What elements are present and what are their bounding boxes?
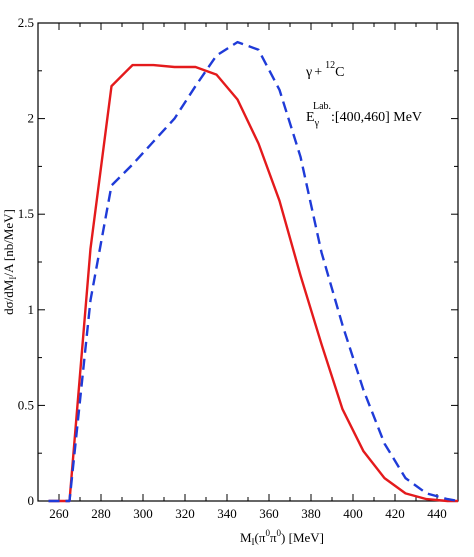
energy-e: E xyxy=(306,110,315,125)
y-tick-label: 1.5 xyxy=(18,206,34,221)
reaction-gamma: γ xyxy=(305,65,312,80)
axis-ticks xyxy=(37,22,459,502)
energy-sup: Lab. xyxy=(313,101,331,112)
energy-range: :[400,460] MeV xyxy=(331,110,422,125)
reaction-mass: 12 xyxy=(325,60,335,71)
reaction-annotation: γ +12C xyxy=(305,60,344,80)
x-tick-label: 320 xyxy=(175,506,195,521)
x-tick-label: 360 xyxy=(259,506,279,521)
y-tick-label: 0 xyxy=(28,493,35,508)
x-tick-label: 280 xyxy=(91,506,111,521)
y-tick-label: 2 xyxy=(28,111,35,126)
energy-sub: γ xyxy=(314,118,320,129)
x-axis-title-open: (π xyxy=(255,530,266,545)
x-tick-label: 440 xyxy=(427,506,447,521)
y-axis-title-main: dσ/dM xyxy=(1,279,16,315)
y-axis-title: dσ/dMI/A [nb/MeV] xyxy=(1,209,18,315)
y-axis-title-sub: I xyxy=(8,277,18,280)
x-tick-label: 260 xyxy=(49,506,69,521)
y-tick-label: 1 xyxy=(28,302,35,317)
x-tick-label: 300 xyxy=(133,506,153,521)
energy-annotation: Eγ Lab.:[400,460] MeV xyxy=(306,101,422,129)
x-axis-title: MI(π0π0) [MeV] xyxy=(240,528,324,547)
plot-frame xyxy=(37,22,459,502)
x-axis-title-sup1: 0 xyxy=(265,528,270,538)
series-line-dashed xyxy=(48,40,459,503)
x-axis-title-sub: I xyxy=(252,537,255,547)
y-tick-label: 2.5 xyxy=(18,15,34,30)
x-tick-label: 400 xyxy=(343,506,363,521)
x-axis-title-close: ) [MeV] xyxy=(281,530,324,545)
x-axis-title-mid: π xyxy=(270,530,277,545)
x-axis-title-sup2: 0 xyxy=(277,528,282,538)
reaction-nucleus: C xyxy=(335,65,344,80)
x-tick-label: 340 xyxy=(217,506,237,521)
series-layer xyxy=(48,40,459,503)
y-tick-label: 0.5 xyxy=(18,397,34,412)
axis-tick-labels: 260 280 300 320 340 360 380 400 420 440 0 0.5 1 1.5 2 2… xyxy=(18,15,447,521)
y-axis-title-post: /A [nb/MeV] xyxy=(1,209,16,277)
series-line-solid xyxy=(48,63,458,503)
x-tick-label: 380 xyxy=(301,506,321,521)
reaction-plus: + xyxy=(314,65,322,80)
x-tick-label: 420 xyxy=(385,506,405,521)
x-axis-title-main: M xyxy=(240,530,252,545)
